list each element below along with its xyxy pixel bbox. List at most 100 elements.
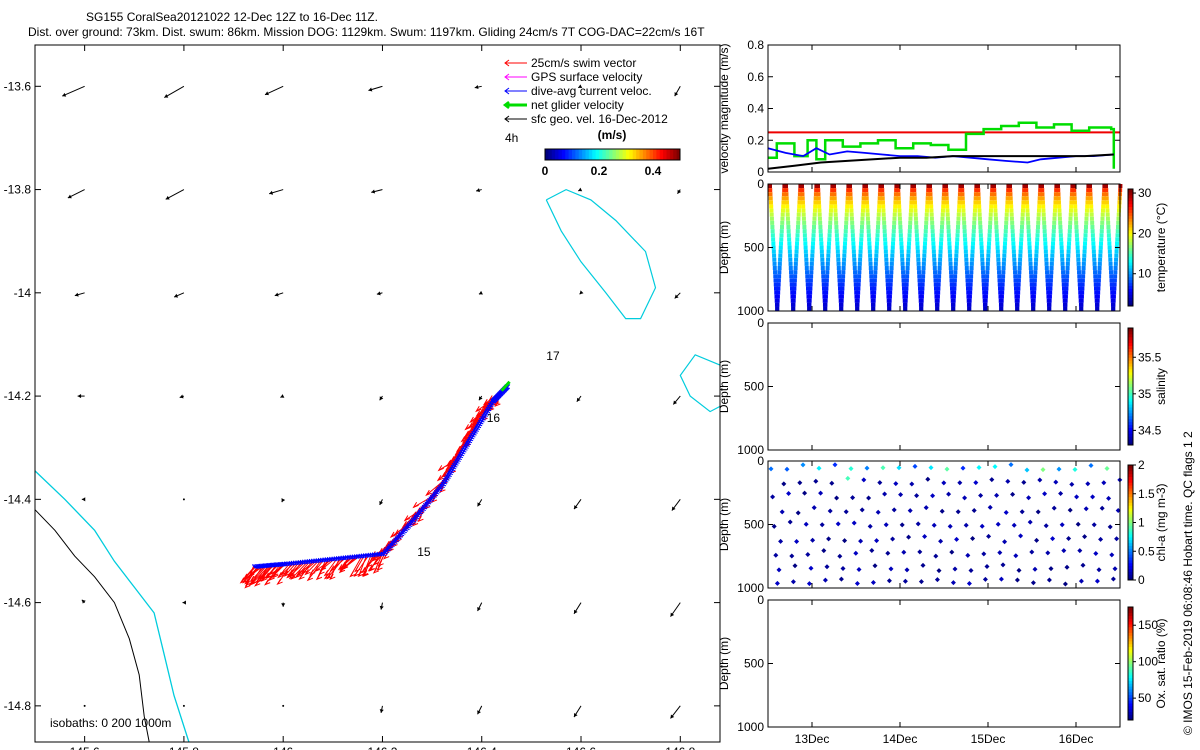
temperature-point	[1088, 196, 1093, 201]
temperature-point	[1029, 278, 1034, 283]
temperature-point	[1109, 282, 1114, 287]
sfc-vector	[165, 189, 185, 200]
temperature-point	[840, 290, 845, 295]
oxygen-colorbar-cell	[1128, 612, 1133, 616]
temperature-point	[957, 200, 962, 205]
oxygen-colorbar-cell	[1128, 643, 1133, 648]
map-frame	[34, 44, 721, 743]
temperature-point	[1020, 225, 1024, 229]
temperature-point	[772, 261, 777, 266]
chlorophyll-point	[1072, 467, 1078, 473]
temperature-point	[1008, 200, 1013, 205]
temperature-point	[944, 196, 949, 201]
temperature-point	[980, 266, 985, 270]
temperature-point	[954, 245, 959, 250]
temperature-point	[984, 286, 989, 291]
temperature-point	[1064, 282, 1069, 287]
chlorophyll-point	[819, 522, 825, 528]
temperature-point	[965, 278, 970, 283]
temperature-point	[962, 220, 967, 225]
temperature-point	[939, 237, 944, 242]
oxygen-ytick-label: 1000	[737, 720, 764, 734]
temperature-point	[1024, 200, 1029, 205]
temperature-point	[1044, 266, 1049, 270]
salinity-colorbar-cell	[1128, 436, 1133, 440]
temperature-point	[821, 282, 826, 287]
temperature-point	[1041, 208, 1046, 213]
temperature-point	[805, 274, 810, 279]
temperature-point	[1073, 216, 1078, 221]
temperature-point	[772, 253, 777, 258]
temperature-point	[840, 282, 845, 287]
temperature-point	[837, 270, 842, 275]
chlorophyll-cbar-tick-label: 1.5	[1138, 487, 1155, 501]
temperature-point	[905, 266, 910, 270]
temperature-point	[789, 270, 794, 275]
temperature-point	[1093, 274, 1098, 279]
temperature-point	[929, 208, 934, 213]
temperature-point	[1017, 270, 1022, 275]
temperature-point	[928, 192, 933, 197]
temperature-point	[1086, 188, 1091, 193]
temperature-point	[795, 233, 800, 238]
temperature-point	[850, 233, 855, 238]
temperature-point	[925, 200, 930, 205]
temperature-point	[1074, 225, 1079, 229]
dac-vector-head	[395, 534, 402, 540]
swim-vector-head	[319, 564, 326, 572]
temperature-point	[803, 237, 808, 242]
temperature-point	[779, 241, 784, 246]
temperature-point	[839, 294, 844, 299]
salinity-colorbar-cell	[1128, 330, 1133, 335]
temperature-point	[893, 192, 898, 197]
temperature-point	[1075, 237, 1080, 242]
temperature-colorbar-cell	[1128, 218, 1133, 222]
temperature-point	[914, 225, 919, 229]
swim-vector-head	[329, 565, 336, 572]
temperature-point	[825, 274, 830, 279]
map-colorbar-cell	[609, 149, 613, 160]
sfc-vector-head	[674, 294, 679, 299]
chlorophyll-point	[811, 505, 817, 511]
temperature-colorbar-cell	[1128, 267, 1133, 272]
colorbar-tick-label: 0	[542, 164, 549, 178]
temperature-point	[1021, 192, 1026, 197]
temperature-point	[1028, 266, 1033, 270]
oxygen-colorbar-cell	[1128, 700, 1133, 704]
temperature-point	[1004, 220, 1009, 225]
salinity-colorbar-cell	[1128, 412, 1133, 417]
temperature-point	[995, 237, 1000, 242]
temperature-point	[1063, 298, 1068, 303]
temperature-point	[792, 282, 797, 287]
dac-vector-head	[389, 542, 395, 547]
temperature-point	[880, 188, 885, 193]
temperature-point	[891, 229, 896, 234]
temperature-point	[1035, 229, 1040, 234]
chlorophyll-colorbar-cell	[1128, 562, 1133, 567]
temperature-point	[1085, 196, 1090, 201]
temperature-point	[924, 220, 929, 225]
dac-vector-head	[402, 526, 409, 532]
temperature-point	[841, 266, 846, 270]
temperature-point	[1019, 229, 1024, 234]
temperature-point	[1021, 200, 1026, 205]
temperature-point	[820, 266, 825, 270]
temperature-point	[780, 208, 785, 213]
temperature-point	[916, 266, 921, 270]
temperature-point	[867, 245, 872, 250]
temperature-point	[1090, 233, 1095, 238]
temperature-point	[1021, 204, 1026, 209]
dac-vector-head	[418, 507, 425, 513]
chlorophyll-colorbar-cell	[1128, 479, 1133, 483]
temperature-point	[858, 245, 863, 250]
salinity-colorbar-cell	[1128, 333, 1133, 338]
swim-vector-head	[349, 571, 356, 578]
swim-vector-head	[360, 567, 368, 574]
chlorophyll-point	[816, 465, 822, 471]
temperature-point	[946, 233, 951, 238]
temperature-point	[1114, 249, 1119, 254]
chlorophyll-colorbar-cell	[1128, 485, 1133, 489]
temperature-point	[819, 237, 824, 242]
temperature-point	[1018, 257, 1023, 262]
